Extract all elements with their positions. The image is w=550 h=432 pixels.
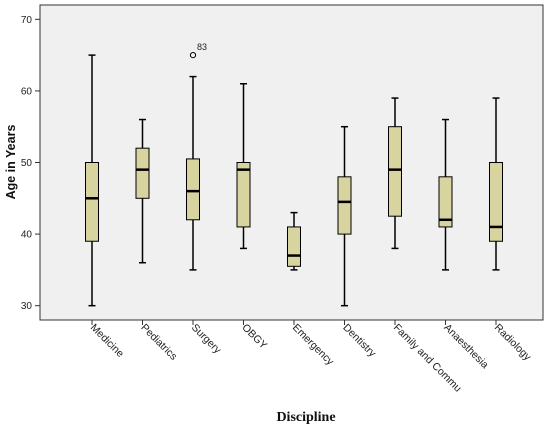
box-group	[135, 118, 150, 264]
box-group: 83	[186, 42, 207, 271]
box-group	[287, 211, 301, 271]
x-category-label: Emergency	[290, 322, 337, 369]
box-iqr	[85, 162, 99, 242]
x-category-label: Dentistry	[340, 322, 378, 360]
x-category-label: Anaesthesia	[441, 322, 490, 371]
box-iqr	[236, 162, 251, 228]
outlier-label: 83	[197, 42, 207, 52]
box-group	[388, 97, 402, 250]
x-axis: Medicine Pediatrics Surgery OBGY Emergency De…	[88, 320, 534, 395]
y-tick-label: 60	[21, 86, 33, 97]
x-category-label: Pediatrics	[138, 322, 179, 363]
box-group	[85, 54, 99, 307]
y-axis: 30 40 50 60 70	[21, 15, 40, 312]
box-iqr	[438, 176, 453, 228]
box-group	[438, 118, 453, 271]
box-group	[236, 83, 251, 250]
box-group	[337, 125, 352, 307]
box-group	[489, 97, 503, 271]
x-axis-title: Discipline	[276, 410, 335, 425]
boxes: 83	[85, 42, 503, 307]
y-tick-label: 40	[21, 230, 33, 241]
y-axis-title: Age in Years	[4, 125, 18, 200]
box-iqr	[388, 126, 402, 217]
box-iqr	[287, 226, 301, 267]
box-iqr	[135, 147, 150, 199]
plot-area	[39, 4, 544, 321]
box-iqr	[489, 162, 503, 242]
x-category-label: Medicine	[88, 322, 126, 360]
box-iqr	[337, 176, 352, 235]
x-category-label: Surgery	[189, 322, 224, 357]
box-iqr	[186, 158, 200, 221]
x-category-label: Radiology	[492, 322, 534, 364]
y-tick-label: 50	[21, 158, 33, 169]
x-category-label: OBGY	[239, 322, 269, 352]
outlier-point	[189, 52, 197, 59]
y-tick-label: 70	[21, 15, 33, 26]
y-tick-label: 30	[21, 301, 33, 312]
